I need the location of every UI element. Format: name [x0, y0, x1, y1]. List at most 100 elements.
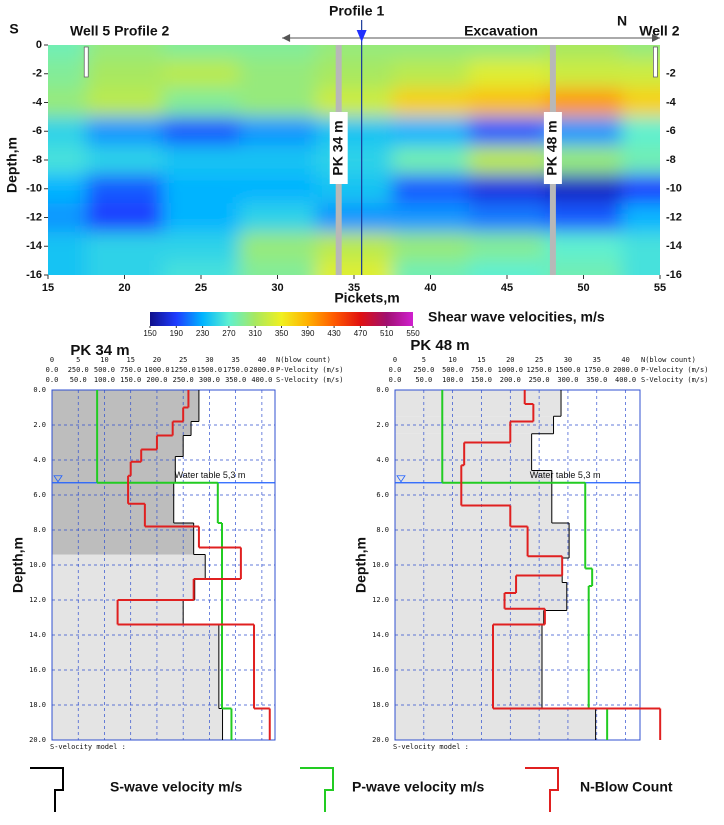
y-axis-title: Depth,m: [353, 537, 369, 593]
velocity-cell: [621, 116, 660, 147]
top-tick-label: 150.0: [471, 376, 492, 384]
legend-icon: [300, 767, 334, 812]
y-tick-label: 0: [36, 39, 42, 51]
y-tick-label: -14: [26, 240, 43, 252]
y-tick-label: 12.0: [372, 596, 389, 604]
velocity-cell: [392, 59, 470, 90]
x-tick-label: 45: [501, 282, 513, 294]
velocity-cell: [239, 231, 317, 262]
velocity-field: [48, 45, 660, 275]
velocity-cell: [162, 174, 241, 205]
layer-shading: [395, 708, 596, 740]
velocity-cell: [48, 45, 88, 61]
plot-frame: [51, 389, 276, 741]
velocity-cell: [86, 88, 164, 118]
top-tick-label: 30: [564, 356, 572, 364]
top-tick-label: 1250.0: [171, 366, 196, 374]
y-tick-label: 8.0: [33, 526, 46, 534]
y-tick-label: 16.0: [29, 666, 46, 674]
velocity-cell: [621, 145, 660, 176]
plot-frame: [394, 389, 641, 741]
top-tick-label: 750.0: [120, 366, 141, 374]
y-axis-title: Depth,m: [4, 137, 20, 193]
colorbar-tick-label: 430: [327, 329, 341, 338]
velocity-cell: [468, 116, 547, 147]
velocity-cell: [392, 203, 470, 233]
velocity-cell: [48, 59, 88, 90]
velocity-cell: [545, 260, 623, 275]
colorbar: [150, 312, 413, 326]
y-tick-label: -10: [26, 183, 42, 195]
top-axis-title: P-Velocity (m/s): [641, 366, 708, 374]
profile-title: PK 48 m: [410, 337, 469, 354]
excavation-label: Excavation: [464, 23, 538, 39]
layer-shading: [395, 610, 544, 625]
velocity-cells: [48, 45, 660, 275]
y-tick-label: 0.0: [33, 386, 46, 394]
colorbar-tick-label: 350: [275, 329, 289, 338]
top-tick-label: 750.0: [471, 366, 492, 374]
velocity-cell: [545, 45, 623, 61]
velocity-cell: [86, 116, 164, 147]
picket-label: PK 48 m: [544, 120, 560, 175]
top-tick-label: 250.0: [68, 366, 89, 374]
velocity-cell: [621, 231, 660, 262]
y-tick-label: 10.0: [29, 561, 46, 569]
direction-label: S: [9, 21, 18, 37]
top-tick-label: 2000.0: [613, 366, 638, 374]
y-tick-label: 20.0: [29, 736, 46, 744]
y-tick-label-right: -8: [666, 154, 676, 166]
y-tick-label-right: -16: [666, 269, 682, 281]
legend-icon: [30, 767, 64, 812]
top-tick-label: 200.0: [146, 376, 167, 384]
top-tick-label: 400.0: [251, 376, 272, 384]
top-tick-label: 50.0: [415, 376, 432, 384]
well: [83, 46, 89, 78]
top-tick-label: 20: [153, 356, 161, 364]
top-tick-label: 350.0: [225, 376, 246, 384]
layer-shading: [395, 390, 562, 417]
top-tick-label: 35: [231, 356, 239, 364]
y-tick-label: 16.0: [372, 666, 389, 674]
y-tick-label-right: -12: [666, 211, 682, 223]
top-tick-label: 300.0: [557, 376, 578, 384]
velocity-cell: [315, 231, 394, 262]
layer-shading: [52, 435, 184, 457]
top-tick-label: 50.0: [70, 376, 87, 384]
top-axis-title: S-Velocity (m/s): [276, 376, 343, 384]
x-tick-label: 25: [195, 282, 207, 294]
layer-shading: [52, 482, 174, 523]
velocity-cell: [162, 88, 241, 118]
velocity-cell: [162, 116, 241, 147]
velocity-cell: [315, 88, 394, 118]
velocity-cell: [315, 116, 394, 147]
colorbar-tick-label: 510: [380, 329, 394, 338]
velocity-cell: [239, 145, 317, 176]
top-tick-label: 0: [50, 356, 54, 364]
velocity-cell: [621, 203, 660, 233]
top-axis-title: P-Velocity (m/s): [276, 366, 343, 374]
velocity-cell: [468, 45, 547, 61]
y-tick-label-right: -2: [666, 68, 676, 80]
colorbar-tick-label: 550: [406, 329, 420, 338]
layer-shading: [395, 558, 563, 583]
colorbar-tick-label: 270: [222, 329, 236, 338]
top-tick-label: 1500.0: [197, 366, 222, 374]
velocity-cell: [468, 174, 547, 205]
top-tick-label: 350.0: [586, 376, 607, 384]
y-tick-label-right: -10: [666, 183, 682, 195]
direction-label: N: [617, 13, 627, 29]
top-tick-label: 1500.0: [555, 366, 580, 374]
y-tick-label: 4.0: [376, 456, 389, 464]
top-tick-label: 500.0: [442, 366, 463, 374]
velocity-cell: [162, 231, 241, 262]
colorbar-tick-label: 230: [196, 329, 210, 338]
velocity-cell: [86, 45, 164, 61]
picket-label: PK 34 m: [329, 120, 345, 175]
y-tick-label: 6.0: [33, 491, 46, 499]
top-axis-title: S-Velocity (m/s): [641, 376, 708, 384]
legend-label: N-Blow Count: [580, 779, 673, 795]
velocity-cell: [48, 260, 88, 275]
top-tick-label: 1000.0: [144, 366, 169, 374]
